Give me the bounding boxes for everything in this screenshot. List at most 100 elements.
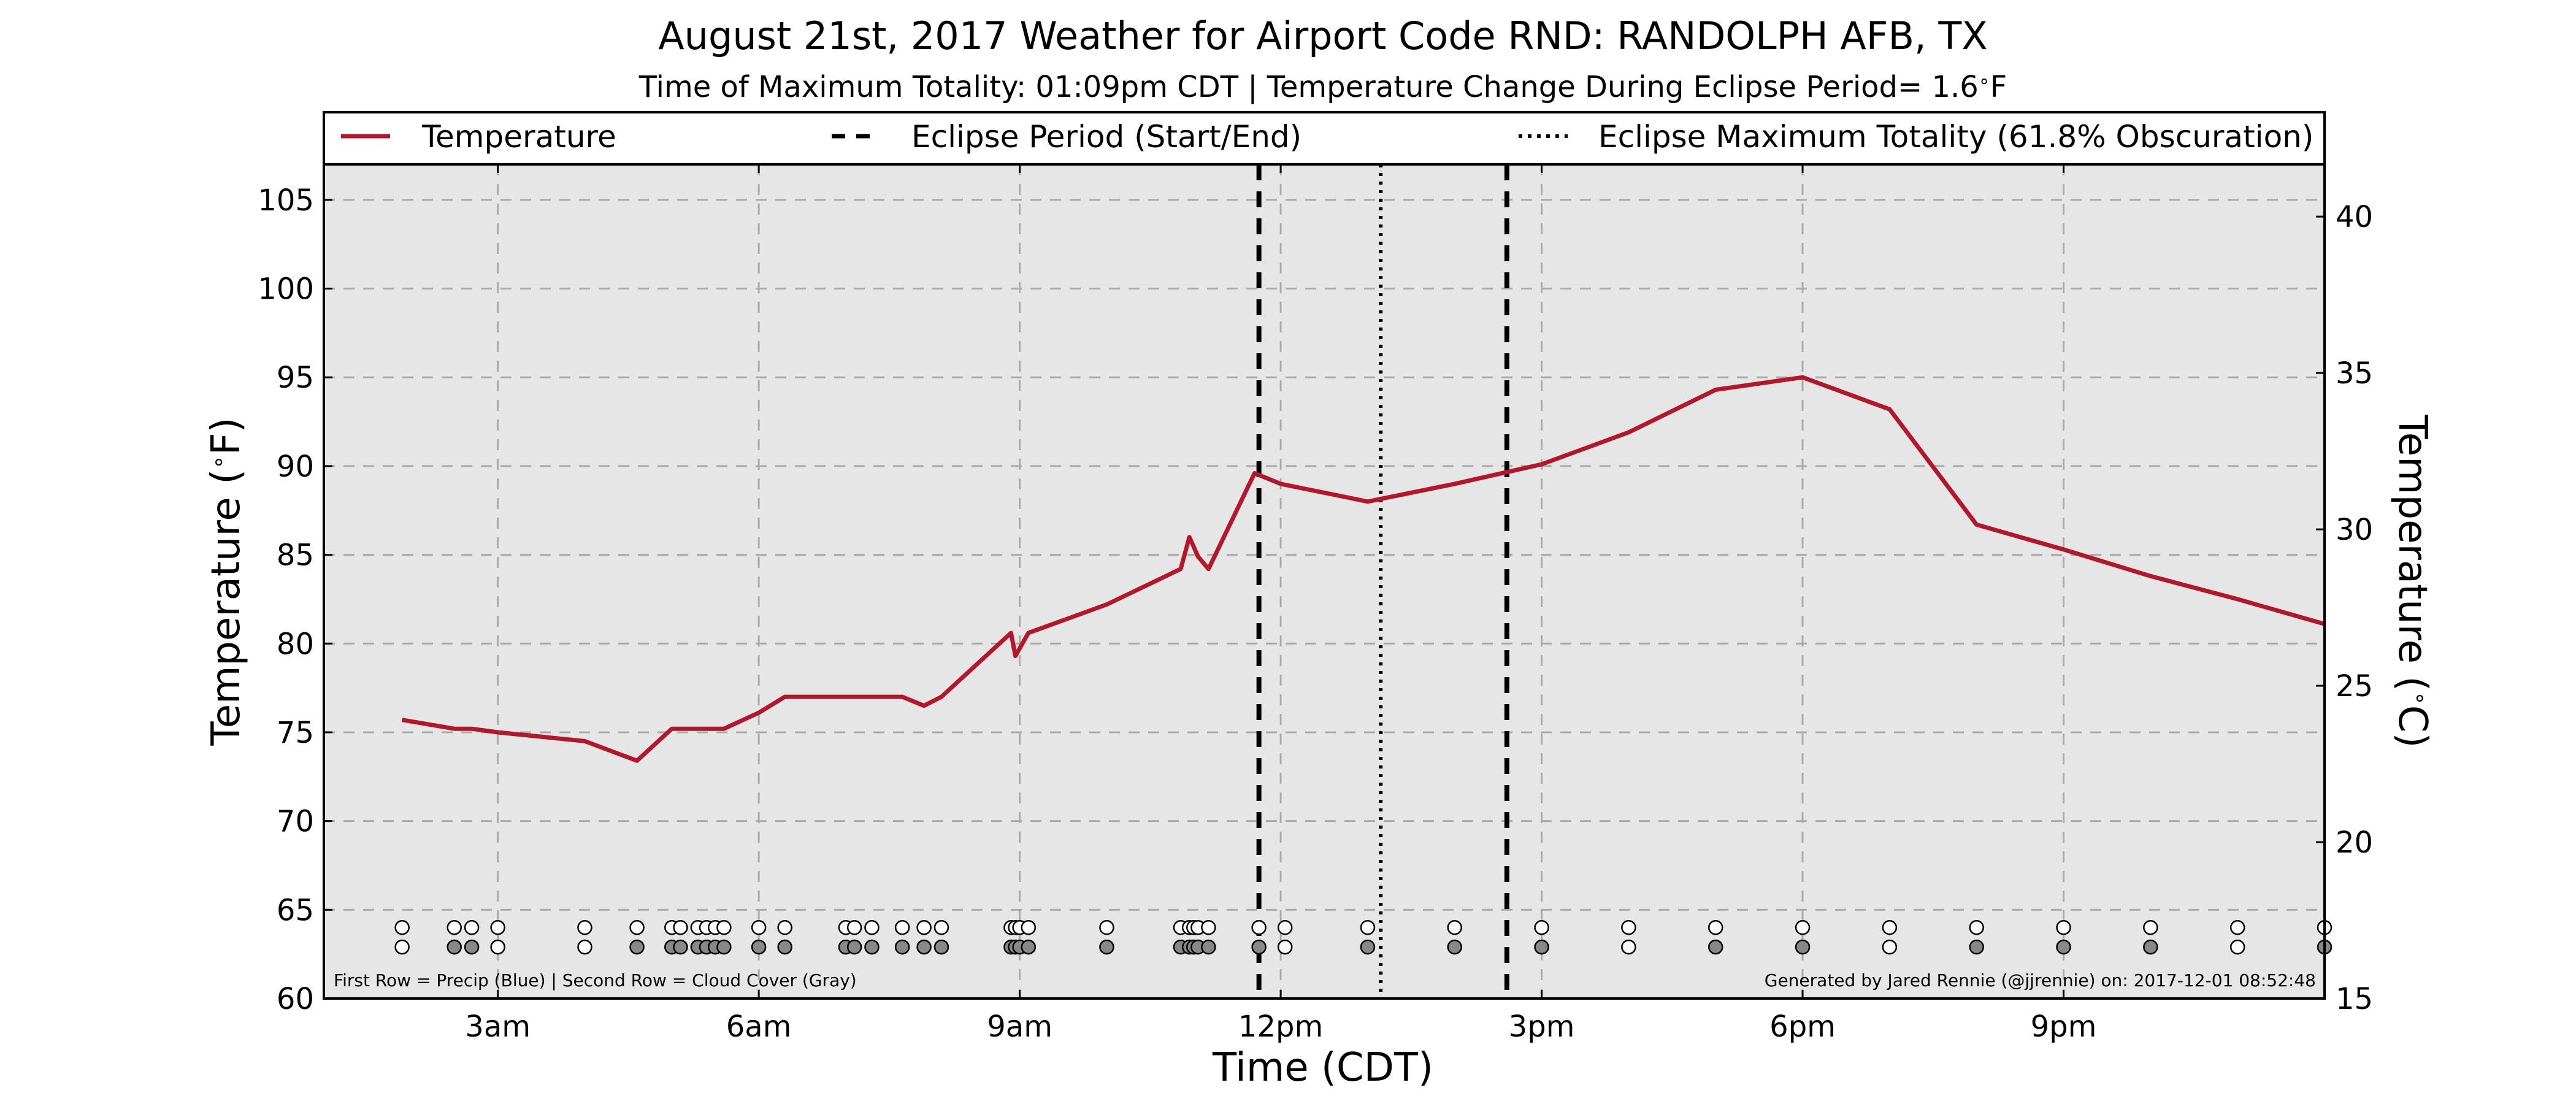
cloud-cover-marker (2229, 939, 2245, 955)
precip-marker (1882, 920, 1898, 935)
cloud-cover-marker (1621, 939, 1636, 955)
precip-marker (933, 920, 949, 935)
precip-marker (394, 920, 410, 935)
legend-frame (323, 111, 2326, 166)
y-tick-label-left: 60 (277, 982, 314, 1016)
precip-marker (2056, 920, 2071, 935)
chart-subtitle: Time of Maximum Totality: 01:09pm CDT | … (638, 70, 2007, 104)
legend: Temperature Eclipse Period (Start/End) E… (323, 111, 2326, 166)
cloud-cover-marker (1277, 939, 1293, 955)
precip-marker (1447, 920, 1462, 935)
plot-area (324, 164, 2325, 999)
cloud-cover-marker (1360, 939, 1376, 955)
precip-marker (464, 920, 480, 935)
y-tick-label-right: 20 (2336, 826, 2373, 860)
cloud-cover-marker (490, 939, 505, 955)
y-tick-label-left: 80 (277, 627, 314, 661)
cloud-cover-marker (2056, 939, 2071, 955)
cloud-cover-marker (394, 939, 410, 955)
y-tick-label-right: 40 (2336, 200, 2373, 234)
x-tick-label: 9am (987, 1010, 1052, 1044)
cloud-cover-marker (777, 939, 792, 955)
cloud-cover-marker (1447, 939, 1462, 955)
cloud-cover-marker (864, 939, 880, 955)
x-tick-label: 9pm (2031, 1010, 2097, 1044)
cloud-cover-marker (1099, 939, 1114, 955)
y-axis-label-left: Temperature (∘F) (204, 417, 249, 746)
cloud-cover-marker (916, 939, 932, 955)
precip-marker (777, 920, 792, 935)
x-tick-label: 12pm (1238, 1010, 1323, 1044)
cloud-cover-marker (716, 939, 732, 955)
y-tick-label-left: 95 (277, 361, 314, 395)
footer-left-note: First Row = Precip (Blue) | Second Row =… (334, 970, 857, 991)
precip-marker (447, 920, 462, 935)
cloud-cover-marker (2143, 939, 2158, 955)
cloud-cover-marker (1021, 939, 1037, 955)
y-tick-label-right: 30 (2336, 513, 2373, 547)
y-axis-label-right: Temperature (∘C) (2390, 415, 2435, 748)
precip-marker (673, 920, 688, 935)
axis-ticks: 3am 6am 9am 12pm 3pm 6pm 9pm 60 65 70 75 80 85 90 95 10… (258, 164, 2373, 1044)
precip-marker (751, 920, 767, 935)
precip-marker (1251, 920, 1267, 935)
chart-title: August 21st, 2017 Weather for Airport Co… (658, 13, 1988, 58)
y-tick-label-right: 15 (2336, 982, 2373, 1016)
precip-marker (1021, 920, 1037, 935)
cloud-cover-marker (673, 939, 688, 955)
precip-marker (1277, 920, 1293, 935)
precip-marker (577, 920, 592, 935)
cloud-cover-marker (629, 939, 645, 955)
gridlines (324, 164, 2325, 999)
footer-right-note: Generated by Jared Rennie (@jjrennie) on… (1765, 970, 2316, 991)
precip-marker (1201, 920, 1216, 935)
x-tick-label: 6am (726, 1010, 792, 1044)
eclipse-lines (1256, 164, 1509, 999)
precip-marker (1969, 920, 1984, 935)
cloud-cover-marker (751, 939, 767, 955)
precip-marker (1795, 920, 1811, 935)
y-tick-label-left: 85 (277, 539, 314, 573)
y-tick-label-left: 65 (277, 893, 314, 927)
legend-eclipse-max-label: Eclipse Maximum Totality (61.8% Obscurat… (1598, 119, 2313, 155)
x-tick-label: 3pm (1509, 1010, 1575, 1044)
cloud-cover-marker (464, 939, 480, 955)
precip-marker (629, 920, 645, 935)
precip-marker (716, 920, 732, 935)
precip-marker (1621, 920, 1636, 935)
legend-temperature-label: Temperature (421, 119, 616, 155)
precip-marker (1360, 920, 1376, 935)
precip-marker (1708, 920, 1723, 935)
cloud-cover-marker (1882, 939, 1898, 955)
cloud-cover-marker (846, 939, 862, 955)
cloud-cover-marker (894, 939, 910, 955)
observation-markers (394, 920, 2333, 955)
plot-frame (323, 163, 2326, 1000)
y-tick-label-left: 105 (258, 183, 314, 218)
cloud-cover-marker (447, 939, 462, 955)
precip-marker (490, 920, 505, 935)
y-tick-label-right: 25 (2336, 669, 2373, 703)
precip-marker (1099, 920, 1114, 935)
x-tick-label: 6pm (1769, 1010, 1836, 1044)
cloud-cover-marker (577, 939, 592, 955)
precip-marker (864, 920, 880, 935)
cloud-cover-marker (933, 939, 949, 955)
cloud-cover-marker (1251, 939, 1267, 955)
precip-marker (2229, 920, 2245, 935)
x-axis-label: Time (CDT) (1212, 1045, 1433, 1091)
precip-marker (916, 920, 932, 935)
x-tick-label: 3am (465, 1010, 531, 1044)
cloud-cover-marker (1708, 939, 1723, 955)
legend-eclipse-period-label: Eclipse Period (Start/End) (911, 119, 1301, 155)
precip-marker (846, 920, 862, 935)
cloud-cover-marker (1201, 939, 1216, 955)
precip-marker (1534, 920, 1549, 935)
precip-marker (894, 920, 910, 935)
cloud-cover-marker (1795, 939, 1811, 955)
y-tick-label-left: 75 (277, 716, 314, 750)
temperature-series (402, 375, 2325, 763)
cloud-cover-marker (1969, 939, 1984, 955)
y-tick-label-left: 90 (277, 450, 314, 484)
